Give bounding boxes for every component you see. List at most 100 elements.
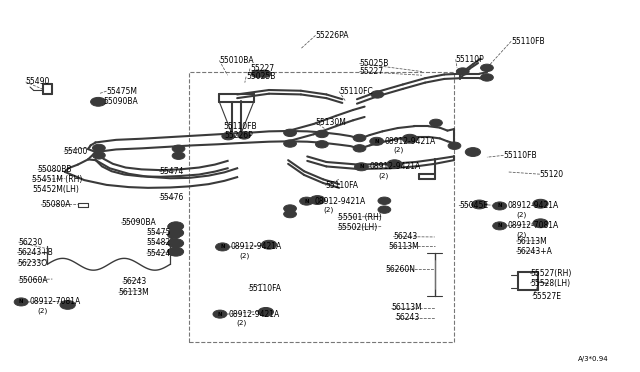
Circle shape [319, 132, 325, 136]
Circle shape [483, 76, 490, 80]
Circle shape [95, 100, 102, 104]
Text: 55527E: 55527E [533, 292, 562, 301]
Circle shape [171, 225, 177, 229]
Text: 55227: 55227 [250, 64, 274, 73]
Text: 55110FB: 55110FB [223, 122, 257, 131]
Circle shape [258, 308, 273, 316]
Circle shape [381, 208, 388, 212]
Text: 55502(LH): 55502(LH) [338, 223, 378, 232]
Text: 56233O: 56233O [17, 259, 47, 268]
Circle shape [314, 198, 321, 202]
Circle shape [533, 199, 548, 208]
Circle shape [493, 202, 507, 210]
Text: 08912-9421A: 08912-9421A [228, 310, 280, 319]
Circle shape [356, 136, 363, 140]
Circle shape [168, 228, 184, 237]
Circle shape [387, 160, 402, 169]
Text: 55025B: 55025B [360, 59, 389, 68]
Circle shape [310, 196, 325, 205]
Text: 55226PA: 55226PA [316, 31, 349, 40]
Circle shape [493, 222, 507, 230]
Text: N: N [359, 164, 364, 169]
Text: 55110FB: 55110FB [504, 151, 537, 160]
Circle shape [287, 131, 294, 135]
Circle shape [171, 241, 177, 245]
Text: (2): (2) [323, 207, 333, 213]
Text: 55424: 55424 [147, 249, 171, 258]
Circle shape [216, 243, 230, 251]
Circle shape [287, 141, 294, 145]
Text: N: N [497, 203, 502, 208]
Circle shape [465, 148, 481, 157]
Text: 55474: 55474 [159, 167, 184, 176]
Circle shape [402, 134, 417, 143]
Text: 56243: 56243 [122, 278, 147, 286]
Circle shape [173, 224, 179, 228]
Text: (2): (2) [394, 147, 404, 153]
Text: 56113M: 56113M [516, 237, 547, 246]
Text: 55120: 55120 [540, 170, 564, 179]
Circle shape [172, 145, 185, 153]
Text: 55490: 55490 [26, 77, 50, 86]
Text: N: N [374, 139, 379, 144]
Text: N: N [497, 223, 502, 228]
Text: 55130M: 55130M [316, 118, 346, 126]
Circle shape [175, 147, 182, 151]
Circle shape [95, 146, 102, 150]
Circle shape [537, 221, 544, 225]
Circle shape [533, 219, 548, 228]
Text: 55400: 55400 [64, 147, 88, 156]
Circle shape [316, 130, 328, 138]
Circle shape [266, 243, 273, 247]
Text: 56243+A: 56243+A [516, 247, 552, 256]
Circle shape [225, 134, 232, 138]
Text: 55060A: 55060A [19, 276, 48, 285]
Circle shape [172, 152, 185, 160]
Circle shape [456, 68, 469, 75]
Circle shape [356, 146, 363, 150]
Circle shape [168, 231, 180, 239]
Circle shape [287, 206, 294, 211]
Text: 08912-7081A: 08912-7081A [508, 221, 559, 230]
Circle shape [433, 121, 440, 125]
Circle shape [168, 223, 180, 230]
Circle shape [261, 240, 276, 249]
Circle shape [14, 298, 28, 306]
Circle shape [168, 240, 180, 247]
Circle shape [258, 70, 271, 77]
Text: 55025B: 55025B [246, 72, 275, 81]
Text: 55475M: 55475M [106, 87, 138, 96]
Text: 55501 (RH): 55501 (RH) [338, 213, 381, 222]
Circle shape [254, 72, 261, 76]
Circle shape [319, 142, 325, 146]
Circle shape [353, 134, 366, 142]
Circle shape [353, 145, 366, 152]
Circle shape [448, 142, 461, 150]
Circle shape [60, 301, 76, 310]
Text: 55110FC: 55110FC [339, 87, 373, 96]
Text: 55080BB: 55080BB [38, 165, 72, 174]
Text: 08912-7081A: 08912-7081A [29, 298, 81, 307]
Text: 55452M(LH): 55452M(LH) [32, 185, 79, 194]
Text: 55090BA: 55090BA [121, 218, 156, 227]
Text: N: N [19, 299, 24, 304]
Circle shape [251, 70, 264, 77]
Text: 56113M: 56113M [389, 242, 420, 251]
Text: 56243: 56243 [395, 313, 419, 322]
Circle shape [378, 197, 391, 205]
Circle shape [213, 310, 227, 318]
Text: 55528(LH): 55528(LH) [531, 279, 570, 288]
Circle shape [64, 303, 71, 307]
Text: N: N [305, 199, 309, 203]
Bar [189, 72, 454, 342]
Text: N: N [218, 312, 222, 317]
Circle shape [406, 137, 413, 141]
Text: 08912-9421A: 08912-9421A [315, 197, 366, 206]
Circle shape [537, 202, 544, 206]
Circle shape [391, 162, 398, 166]
Circle shape [173, 231, 179, 235]
Circle shape [370, 137, 384, 145]
Text: 55010BA: 55010BA [220, 56, 254, 65]
Text: 55527(RH): 55527(RH) [531, 269, 572, 278]
Circle shape [173, 250, 179, 254]
